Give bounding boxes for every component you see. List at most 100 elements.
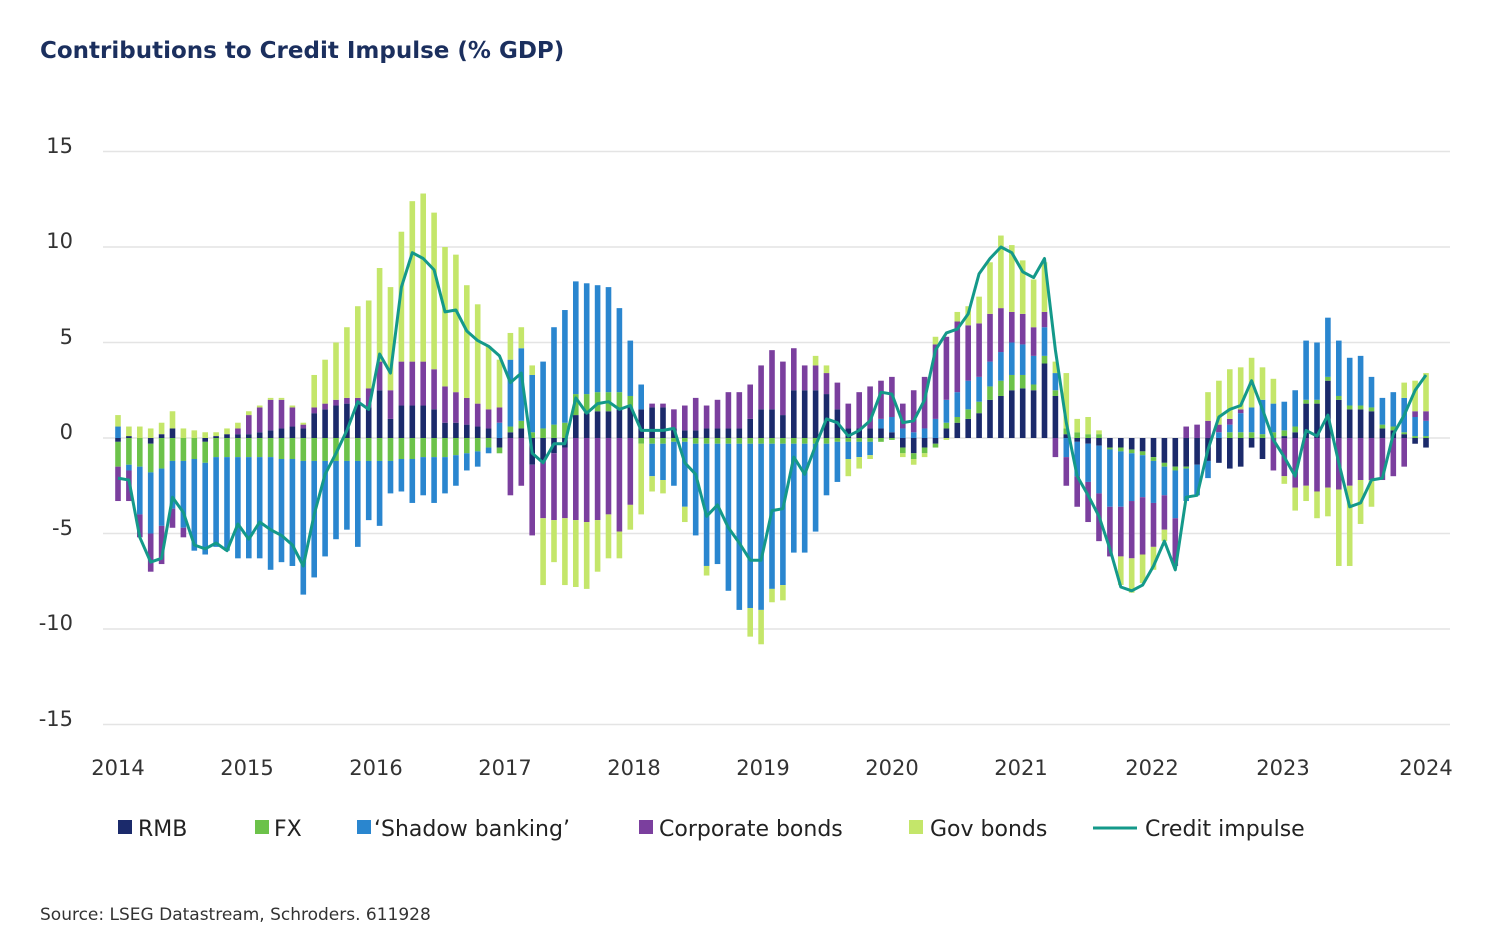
bar-segment-fx bbox=[115, 441, 121, 467]
bar-segment-shadow-banking bbox=[453, 455, 459, 486]
bar-segment-corporate-bonds bbox=[1107, 506, 1113, 557]
bar-segment-gov-bonds bbox=[758, 609, 764, 645]
bar-segment-fx bbox=[464, 438, 470, 454]
bar-segment-corporate-bonds bbox=[256, 407, 263, 433]
bar-segment-rmb bbox=[1128, 438, 1135, 450]
bar-segment-shadow-banking bbox=[1259, 399, 1266, 435]
bar-segment-corporate-bonds bbox=[692, 397, 699, 431]
bar-segment-corporate-bonds bbox=[965, 325, 971, 381]
bar-segment-corporate-bonds bbox=[780, 361, 786, 416]
bar-segment-rmb bbox=[1379, 428, 1386, 438]
x-tick-label: 2018 bbox=[607, 756, 660, 780]
bar-segment-gov-bonds bbox=[246, 411, 252, 416]
bar-segment-shadow-banking bbox=[1085, 443, 1091, 482]
bar-segment-shadow-banking bbox=[616, 308, 623, 393]
bar-segment-shadow-banking bbox=[976, 376, 982, 402]
bar-segment-rmb bbox=[158, 434, 165, 438]
bar-segment-gov-bonds bbox=[126, 426, 132, 437]
bar-segment-gov-bonds bbox=[1009, 245, 1015, 312]
bar-segment-shadow-banking bbox=[692, 443, 699, 536]
bar-segment-shadow-banking bbox=[191, 459, 198, 551]
bar-segment-rmb bbox=[1107, 438, 1113, 448]
bar-segment-shadow-banking bbox=[900, 428, 906, 438]
bar-segment-corporate-bonds bbox=[322, 403, 328, 410]
bar-segment-rmb bbox=[507, 432, 514, 438]
bar-segment-corporate-bonds bbox=[1237, 409, 1244, 414]
bar-segment-fx bbox=[910, 453, 917, 460]
bar-segment-rmb bbox=[867, 428, 873, 438]
bar-segment-gov-bonds bbox=[703, 565, 710, 576]
bar-segment-fx bbox=[485, 438, 492, 448]
x-axis-tick-labels: 2014 2015 2016 2017 2018 2019 2020 2021 … bbox=[91, 756, 1452, 780]
bar-segment-rmb bbox=[1194, 438, 1200, 465]
bar-segment-fx bbox=[627, 395, 634, 408]
bar-segment-fx bbox=[551, 424, 557, 438]
bar-segment-gov-bonds bbox=[387, 287, 394, 391]
bar-segment-rmb bbox=[758, 409, 764, 438]
bar-segment-corporate-bonds bbox=[180, 527, 187, 538]
bar-segment-gov-bonds bbox=[1336, 489, 1342, 566]
bar-segment-rmb bbox=[376, 390, 383, 438]
bar-segment-gov-bonds bbox=[747, 607, 753, 637]
bar-segment-fx bbox=[387, 438, 394, 461]
bar-segment-shadow-banking bbox=[987, 361, 993, 387]
bar-segment-gov-bonds bbox=[267, 397, 274, 400]
y-tick-label: -10 bbox=[39, 611, 73, 635]
bar-segment-fx bbox=[889, 438, 895, 440]
bar-segment-gov-bonds bbox=[518, 327, 525, 349]
bar-segment-rmb bbox=[900, 438, 906, 448]
bar-segment-corporate-bonds bbox=[1205, 420, 1211, 438]
bar-segment-shadow-banking bbox=[126, 464, 132, 471]
bar-segment-corporate-bonds bbox=[714, 399, 721, 429]
bar-segment-corporate-bonds bbox=[1390, 438, 1397, 477]
bar-segment-fx bbox=[1063, 428, 1070, 435]
bar-segment-rmb bbox=[747, 418, 753, 438]
bar-segment-shadow-banking bbox=[496, 422, 503, 438]
bar-segment-rmb bbox=[660, 407, 666, 438]
bar-segment-rmb bbox=[1237, 438, 1244, 467]
bar-segment-corporate-bonds bbox=[616, 438, 623, 532]
bar-segment-gov-bonds bbox=[1030, 279, 1037, 328]
bar-segment-rmb bbox=[387, 418, 394, 438]
bar-segment-corporate-bonds bbox=[1128, 501, 1135, 559]
bar-segment-gov-bonds bbox=[562, 518, 568, 586]
x-tick-label: 2023 bbox=[1256, 756, 1309, 780]
bar-segment-rmb bbox=[267, 430, 274, 438]
bar-segment-corporate-bonds bbox=[1085, 481, 1091, 523]
bar-segment-corporate-bonds bbox=[1052, 438, 1059, 458]
bar-segment-corporate-bonds bbox=[1227, 418, 1233, 425]
bar-segment-shadow-banking bbox=[583, 283, 590, 395]
bar-segment-gov-bonds bbox=[442, 247, 448, 387]
bar-segment-rmb bbox=[1009, 390, 1015, 438]
bar-segment-corporate-bonds bbox=[1357, 438, 1364, 481]
bar-segment-shadow-banking bbox=[889, 416, 895, 433]
bar-segment-corporate-bonds bbox=[998, 308, 1004, 353]
bar-segment-rmb bbox=[398, 405, 405, 438]
bar-segment-gov-bonds bbox=[1325, 487, 1331, 517]
bar-segment-shadow-banking bbox=[1423, 420, 1429, 437]
bar-segment-shadow-banking bbox=[180, 460, 187, 528]
bar-segment-gov-bonds bbox=[1227, 369, 1233, 419]
bar-segment-gov-bonds bbox=[1096, 430, 1102, 435]
bar-segment-rmb bbox=[823, 394, 830, 438]
bar-segment-fx bbox=[202, 441, 208, 463]
bar-segment-fx bbox=[1292, 426, 1298, 433]
bar-segment-shadow-banking bbox=[1096, 445, 1102, 494]
bar-segment-rmb bbox=[1281, 436, 1288, 438]
bar-segment-fx bbox=[180, 438, 187, 461]
bar-segment-corporate-bonds bbox=[1030, 327, 1037, 356]
bar-segment-rmb bbox=[464, 424, 470, 438]
bar-segment-shadow-banking bbox=[1194, 464, 1200, 496]
bar-segment-rmb bbox=[235, 434, 241, 438]
bar-segment-fx bbox=[409, 438, 416, 460]
bar-segment-shadow-banking bbox=[1227, 424, 1233, 433]
bar-segment-rmb bbox=[1150, 438, 1157, 458]
bar-segment-corporate-bonds bbox=[834, 382, 841, 410]
bar-segment-shadow-banking bbox=[213, 457, 219, 547]
bar-segment-corporate-bonds bbox=[878, 380, 884, 419]
bar-segment-rmb bbox=[965, 418, 971, 438]
bar-segment-gov-bonds bbox=[311, 374, 317, 408]
bar-segment-shadow-banking bbox=[758, 443, 764, 610]
bar-segment-gov-bonds bbox=[921, 453, 928, 458]
bar-segment-rmb bbox=[769, 409, 775, 438]
